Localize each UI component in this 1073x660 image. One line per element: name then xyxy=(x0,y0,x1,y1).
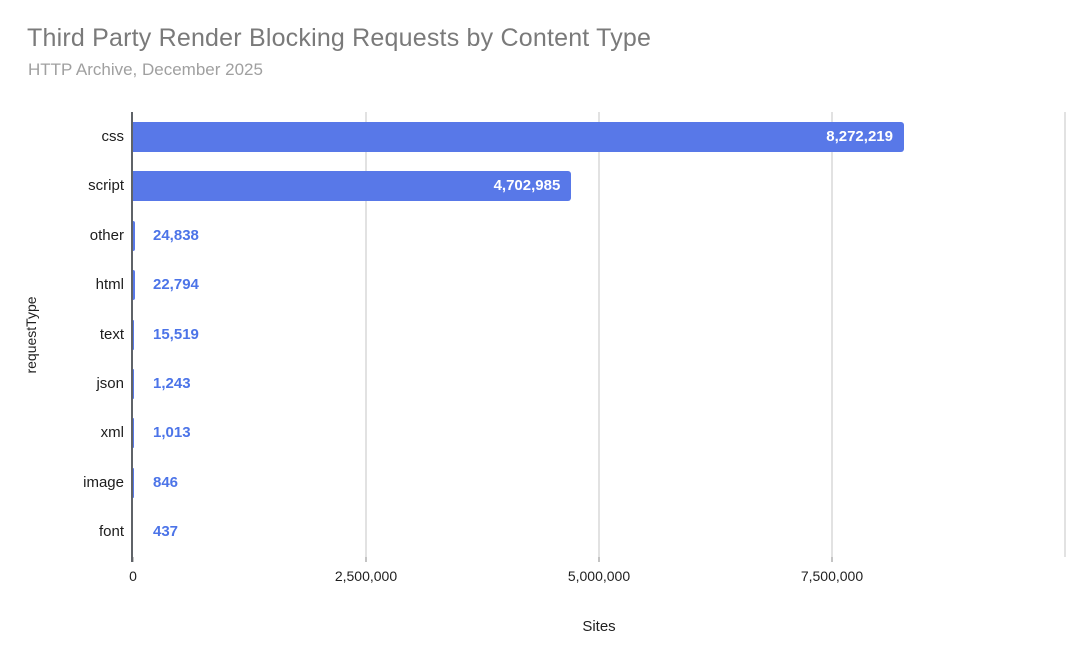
bar-css xyxy=(133,121,904,152)
y-axis-title: requestType xyxy=(23,296,39,374)
category-label-text: text xyxy=(99,325,124,343)
x-tick-label: 2,500,000 xyxy=(334,568,398,584)
category-label-other: other xyxy=(89,226,124,244)
value-label-image: 846 xyxy=(153,473,179,491)
x-tick-mark xyxy=(132,557,134,562)
category-label-script: script xyxy=(88,177,124,195)
gridline xyxy=(831,112,833,557)
gridline xyxy=(365,112,367,557)
value-label-css: 8,272,219 xyxy=(826,127,893,145)
value-label-script: 4,702,985 xyxy=(493,177,561,195)
x-tick-mark xyxy=(598,557,600,562)
bar-script xyxy=(133,171,572,202)
x-tick-label: 7,500,000 xyxy=(800,568,864,584)
x-tick-mark xyxy=(831,557,833,562)
x-tick-label: 5,000,000 xyxy=(567,568,631,584)
x-axis-title: Sites xyxy=(582,618,616,635)
chart-subtitle: HTTP Archive, December 2025 xyxy=(28,60,263,79)
value-label-text: 15,519 xyxy=(153,325,199,343)
category-label-css: css xyxy=(101,127,125,145)
value-label-font: 437 xyxy=(153,523,179,541)
category-label-html: html xyxy=(95,276,124,294)
gridline xyxy=(1064,112,1066,557)
category-label-image: image xyxy=(83,473,124,491)
value-label-xml: 1,013 xyxy=(153,424,191,442)
chart-title: Third Party Render Blocking Requests by … xyxy=(27,24,652,52)
bar-html xyxy=(133,270,136,301)
x-tick-label: 0 xyxy=(129,568,137,584)
value-label-other: 24,838 xyxy=(153,226,199,244)
value-label-json: 1,243 xyxy=(153,374,191,392)
x-tick-mark xyxy=(365,557,367,562)
value-label-html: 22,794 xyxy=(153,276,199,294)
bar-text xyxy=(133,319,135,350)
category-label-json: json xyxy=(96,374,124,392)
y-axis-line xyxy=(131,112,133,562)
category-label-font: font xyxy=(98,523,124,541)
gridline xyxy=(598,112,600,557)
bar-other xyxy=(133,220,136,251)
category-label-xml: xml xyxy=(100,424,124,442)
